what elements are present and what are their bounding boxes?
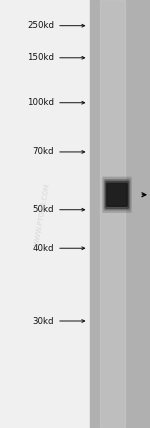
Text: 30kd: 30kd [33, 316, 54, 326]
Text: 250kd: 250kd [27, 21, 54, 30]
Bar [100, 0, 125, 428]
FancyBboxPatch shape [105, 181, 129, 208]
Text: 100kd: 100kd [27, 98, 54, 107]
Text: 50kd: 50kd [33, 205, 54, 214]
Text: 70kd: 70kd [33, 147, 54, 157]
Bar [90, 0, 150, 428]
Text: 40kd: 40kd [33, 244, 54, 253]
FancyBboxPatch shape [107, 183, 127, 206]
Text: WWW.PTGAB.COM: WWW.PTGAB.COM [33, 182, 51, 246]
Text: 150kd: 150kd [27, 53, 54, 62]
Bar [0, 0, 90, 428]
FancyBboxPatch shape [104, 179, 130, 210]
FancyBboxPatch shape [103, 177, 131, 212]
